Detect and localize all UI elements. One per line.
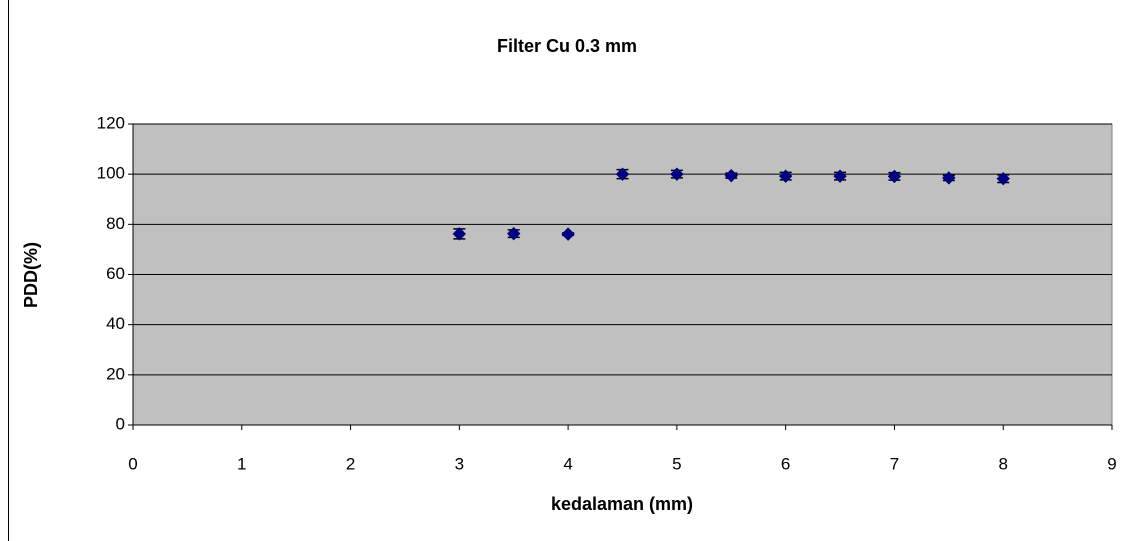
y-tick-label: 0: [116, 414, 125, 433]
x-axis-label: kedalaman (mm): [551, 494, 693, 514]
x-tick-label: 7: [890, 454, 899, 473]
data-point: [778, 169, 793, 183]
y-tick-label: 100: [97, 164, 125, 183]
data-point: [724, 168, 738, 183]
data-point: [670, 167, 684, 181]
data-point: [996, 171, 1010, 186]
y-tick-label: 20: [106, 364, 125, 383]
data-point: [615, 167, 630, 181]
data-point: [887, 169, 902, 184]
y-axis-label: PDD(%): [21, 242, 41, 308]
x-tick-label: 8: [998, 454, 1007, 473]
data-point: [452, 227, 467, 241]
data-point: [833, 169, 847, 183]
x-tick-label: 6: [781, 454, 790, 473]
x-tick-label: 0: [128, 454, 137, 473]
x-tick-label: 4: [563, 454, 572, 473]
x-tick-label: 5: [672, 454, 681, 473]
y-tick-label: 120: [97, 113, 125, 132]
y-tick-label: 40: [106, 314, 125, 333]
x-tick-label: 9: [1107, 454, 1116, 473]
data-point: [561, 227, 575, 241]
data-point: [942, 171, 956, 185]
x-tick-label: 1: [237, 454, 246, 473]
y-tick-label: 80: [106, 214, 125, 233]
chart-title: Filter Cu 0.3 mm: [497, 36, 637, 56]
x-tick-label: 3: [455, 454, 464, 473]
x-tick-label: 2: [346, 454, 355, 473]
y-tick-label: 60: [106, 264, 125, 283]
data-point: [507, 226, 521, 241]
